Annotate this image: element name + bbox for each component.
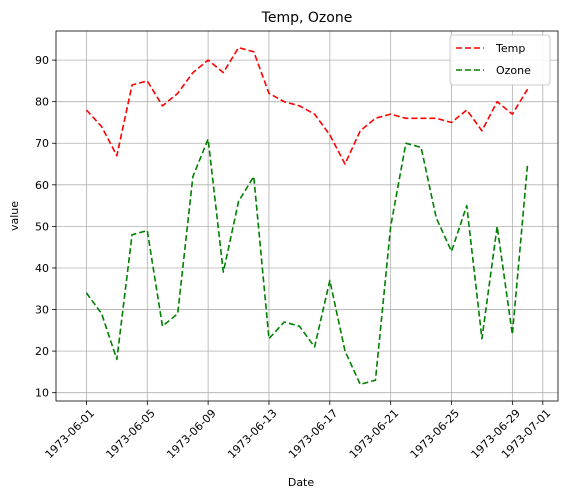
y-axis-label: value [8,201,21,231]
series-lines [85,46,529,386]
y-tick-label: 10 [35,387,49,400]
y-tick-label: 60 [35,179,49,192]
x-axis-label: Date [288,476,315,489]
y-tick-label: 40 [35,262,49,275]
series-line-ozone [85,138,529,386]
y-tick-label: 50 [35,220,49,233]
legend: Temp Ozone [449,34,551,86]
legend-label-ozone: Ozone [496,64,531,77]
y-tick-label: 90 [35,54,49,67]
y-tick-label: 30 [35,304,49,317]
legend-label-temp: Temp [495,42,525,55]
chart-title: Temp, Ozone [261,10,353,26]
y-tick-label: 20 [35,345,49,358]
grid [56,31,558,401]
series-line-temp [85,46,529,165]
y-tick-label: 70 [35,137,49,150]
y-axis-ticks: 10 20 30 40 50 60 70 80 90 [35,54,56,400]
plot-frame [55,30,559,402]
y-tick-label: 80 [35,96,49,109]
